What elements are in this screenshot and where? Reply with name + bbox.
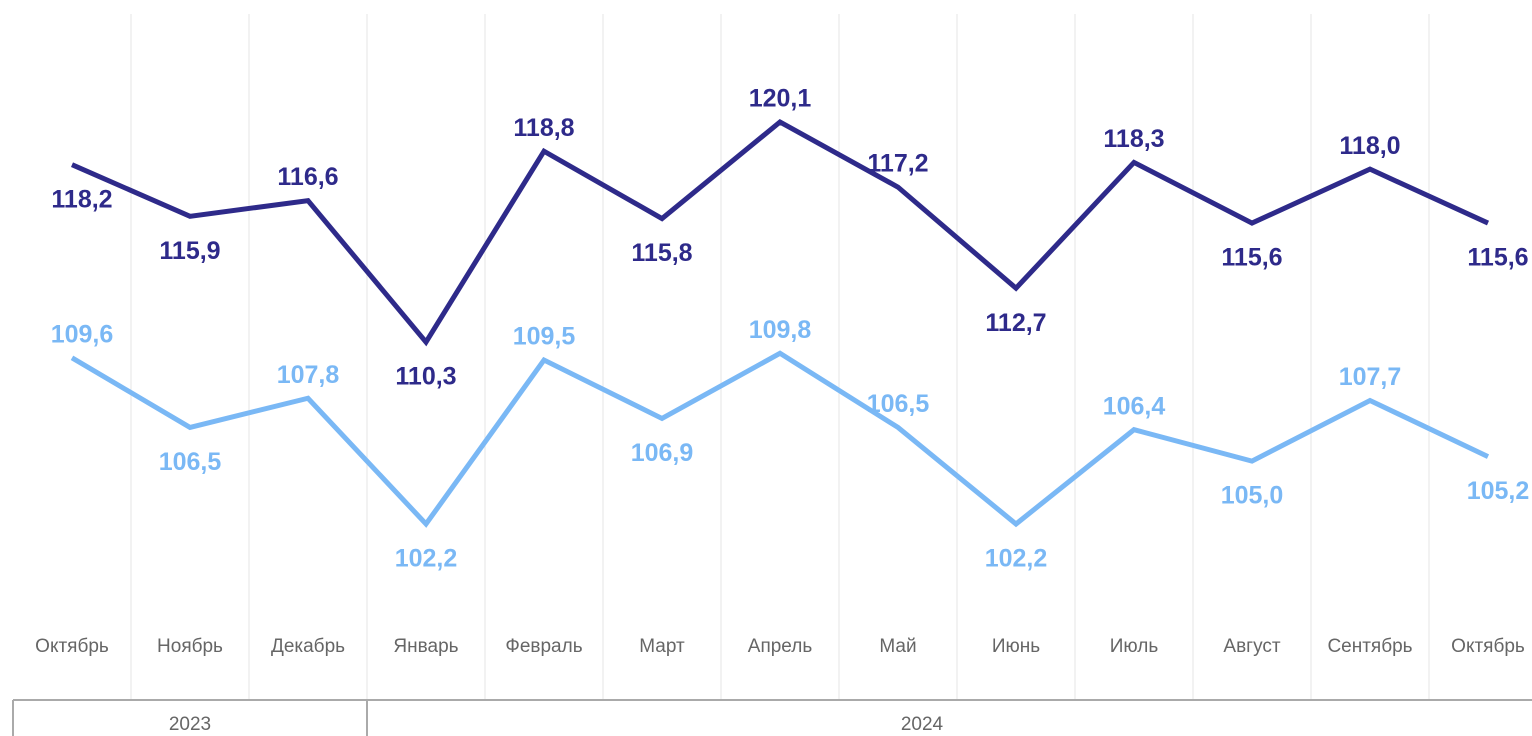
data-label: 118,8 [513,114,574,142]
data-label: 105,2 [1467,477,1530,505]
data-label: 112,7 [985,309,1046,337]
data-label: 107,7 [1339,363,1402,391]
data-label: 106,9 [631,439,694,467]
x-tick-label: Апрель [748,636,813,657]
data-label: 116,6 [277,163,338,191]
data-label: 109,6 [51,320,114,348]
data-label: 107,8 [277,361,340,389]
data-label: 105,0 [1221,482,1284,510]
group-label: 2023 [169,714,211,735]
data-label: 118,2 [51,185,112,213]
data-label: 102,2 [985,545,1048,573]
data-label: 115,9 [159,237,220,265]
x-tick-label: Февраль [505,636,582,657]
data-label: 110,3 [395,363,456,391]
data-label: 106,5 [159,448,222,476]
data-label: 117,2 [867,150,928,178]
x-tick-label: Май [879,636,916,657]
x-tick-label: Октябрь [1451,636,1525,657]
data-label: 120,1 [749,85,812,113]
data-label: 106,5 [867,390,930,418]
series-line [70,350,1490,528]
x-tick-label: Август [1223,636,1280,657]
data-label: 115,6 [1221,244,1282,272]
series-line [70,118,1490,347]
x-tick-label: Ноябрь [157,636,223,657]
data-label: 106,4 [1103,392,1166,420]
x-tick-label: Март [639,636,685,657]
data-label: 118,0 [1339,132,1400,160]
data-label: 109,5 [513,323,576,351]
x-tick-label: Сентябрь [1327,636,1412,657]
data-label: 115,6 [1467,244,1528,272]
group-label: 2024 [901,714,944,735]
x-tick-label: Октябрь [35,636,109,657]
x-tick-label: Январь [393,636,458,657]
data-label: 118,3 [1103,125,1164,153]
data-label: 109,8 [749,316,812,344]
x-tick-label: Июнь [992,636,1040,657]
data-label: 115,8 [631,239,692,267]
data-label: 102,2 [395,545,458,573]
x-tick-label: Июль [1110,636,1159,657]
x-tick-label: Декабрь [271,636,345,657]
